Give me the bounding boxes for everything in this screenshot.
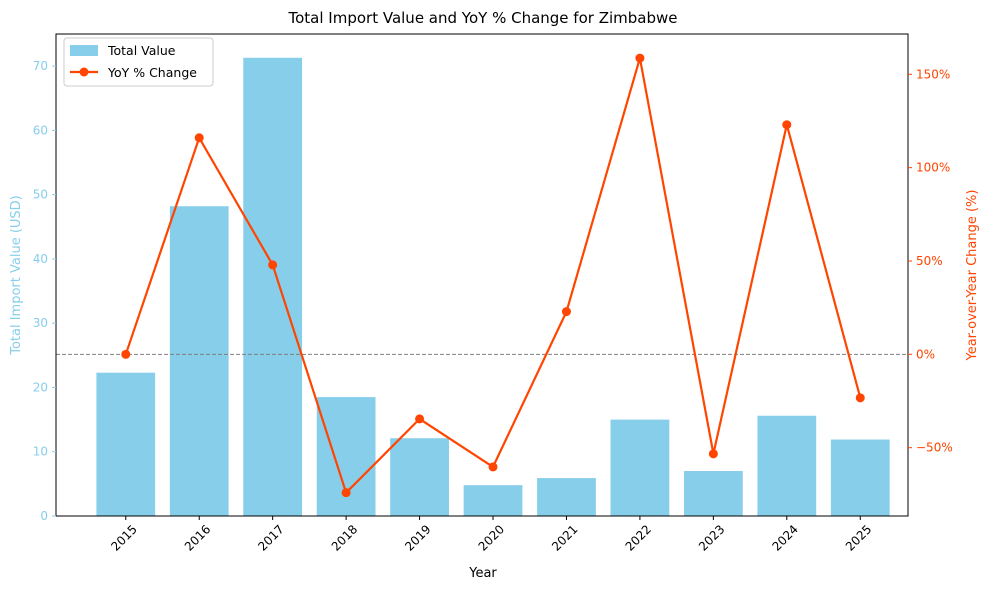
x-axis-label: Year bbox=[468, 566, 497, 581]
yoy-point-2021 bbox=[561, 307, 571, 317]
y-left-tick-label-60: 60 bbox=[33, 123, 48, 137]
y-left-tick-label-0: 0 bbox=[40, 509, 48, 523]
legend-label-yoy: YoY % Change bbox=[107, 65, 197, 80]
y-right-tick-label-1: 0% bbox=[916, 347, 935, 361]
y-left-tick-label-10: 10 bbox=[33, 445, 48, 459]
plot-frame bbox=[55, 33, 909, 517]
yoy-point-2019 bbox=[415, 414, 425, 424]
legend-swatch-total-value bbox=[70, 45, 98, 56]
yoy-point-2016 bbox=[194, 133, 204, 143]
x-tick-label-2024: 2024 bbox=[769, 522, 800, 553]
bar-2020 bbox=[463, 485, 523, 516]
x-tick-label-2016: 2016 bbox=[182, 522, 213, 553]
x-tick-label-2023: 2023 bbox=[696, 522, 727, 553]
y-right-tick-label-4: 150% bbox=[916, 67, 950, 81]
y-axis-label-left: Total Import Value (USD) bbox=[9, 195, 24, 356]
bar-2015 bbox=[96, 372, 156, 516]
bar-2017 bbox=[243, 57, 303, 517]
bar-2021 bbox=[537, 478, 596, 516]
x-tick-label-2022: 2022 bbox=[623, 522, 654, 553]
x-tick-label-2025: 2025 bbox=[843, 522, 874, 553]
bars-layer bbox=[96, 57, 890, 517]
bar-2025 bbox=[830, 439, 890, 516]
chart-title: Total Import Value and YoY % Change for … bbox=[288, 9, 678, 27]
bar-2023 bbox=[683, 471, 743, 516]
x-tick-label-2017: 2017 bbox=[255, 522, 286, 553]
bar-2016 bbox=[169, 206, 229, 516]
bar-2024 bbox=[757, 415, 817, 516]
yoy-point-2025 bbox=[855, 393, 865, 403]
yoy-point-2017 bbox=[268, 260, 278, 270]
y-left-tick-label-20: 20 bbox=[33, 380, 48, 394]
x-tick-label-2021: 2021 bbox=[549, 522, 580, 553]
bar-2022 bbox=[610, 419, 670, 516]
legend-box bbox=[63, 37, 214, 87]
yoy-point-2020 bbox=[488, 462, 498, 472]
legend-label-total-value: Total Value bbox=[107, 43, 176, 58]
x-tick-label-2018: 2018 bbox=[329, 522, 360, 553]
x-tick-label-2020: 2020 bbox=[476, 522, 507, 553]
yoy-point-2024 bbox=[782, 120, 792, 130]
y-left-tick-label-30: 30 bbox=[33, 316, 48, 330]
y-left-tick-label-40: 40 bbox=[33, 252, 48, 266]
yoy-point-2018 bbox=[341, 488, 351, 498]
x-tick-label-2019: 2019 bbox=[402, 522, 433, 553]
bar-2019 bbox=[390, 438, 449, 516]
y-axis-label-right: Year-over-Year Change (%) bbox=[965, 190, 980, 362]
y-right-tick-label-2: 50% bbox=[916, 254, 943, 268]
yoy-point-2022 bbox=[635, 53, 645, 63]
y-left-tick-label-70: 70 bbox=[33, 59, 48, 73]
chart-title-group: Total Import Value and YoY % Change for … bbox=[288, 9, 678, 27]
y-right-tick-label-3: 100% bbox=[916, 161, 950, 175]
x-tick-label-2015: 2015 bbox=[108, 522, 139, 553]
yoy-point-2015 bbox=[121, 349, 131, 359]
yoy-line-layer bbox=[121, 53, 865, 498]
bar-2018 bbox=[316, 397, 376, 516]
y-right-tick-label-0: −50% bbox=[916, 441, 953, 455]
y-left-tick-label-50: 50 bbox=[33, 188, 48, 202]
yoy-line bbox=[124, 56, 862, 494]
yoy-point-2023 bbox=[708, 449, 718, 459]
legend: Total Value YoY % Change bbox=[63, 37, 214, 87]
legend-swatch-marker-yoy bbox=[79, 67, 89, 77]
